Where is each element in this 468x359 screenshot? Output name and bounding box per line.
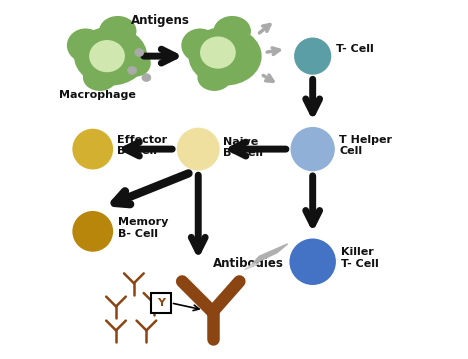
Ellipse shape — [189, 28, 261, 85]
Polygon shape — [245, 264, 259, 270]
Text: Killer
T- Cell: Killer T- Cell — [341, 247, 378, 269]
Circle shape — [73, 129, 113, 169]
Circle shape — [289, 238, 336, 285]
Ellipse shape — [84, 65, 116, 90]
Ellipse shape — [121, 51, 150, 76]
Ellipse shape — [198, 65, 230, 90]
Ellipse shape — [230, 52, 256, 74]
Ellipse shape — [200, 37, 236, 69]
Text: Y: Y — [157, 298, 165, 308]
Ellipse shape — [214, 17, 250, 45]
Text: Effector
B- Cell: Effector B- Cell — [117, 135, 167, 156]
Text: T Helper
Cell: T Helper Cell — [339, 135, 393, 156]
Circle shape — [294, 38, 331, 75]
Circle shape — [177, 128, 219, 171]
Text: T- Cell: T- Cell — [336, 44, 373, 54]
Ellipse shape — [75, 28, 146, 85]
FancyBboxPatch shape — [151, 293, 171, 313]
Text: Naive
B- Cell: Naive B- Cell — [223, 136, 263, 158]
Text: Antibodies: Antibodies — [212, 257, 284, 270]
Text: Antigens: Antigens — [131, 14, 190, 27]
Text: Macrophage: Macrophage — [59, 90, 136, 101]
Ellipse shape — [142, 74, 151, 81]
Ellipse shape — [128, 66, 137, 74]
Polygon shape — [252, 244, 288, 265]
Ellipse shape — [182, 29, 218, 61]
Text: Memory
B- Cell: Memory B- Cell — [118, 217, 168, 239]
Ellipse shape — [68, 29, 103, 61]
Circle shape — [73, 211, 113, 252]
Ellipse shape — [135, 48, 144, 56]
Circle shape — [291, 127, 335, 171]
Ellipse shape — [100, 17, 136, 45]
Ellipse shape — [89, 40, 125, 72]
